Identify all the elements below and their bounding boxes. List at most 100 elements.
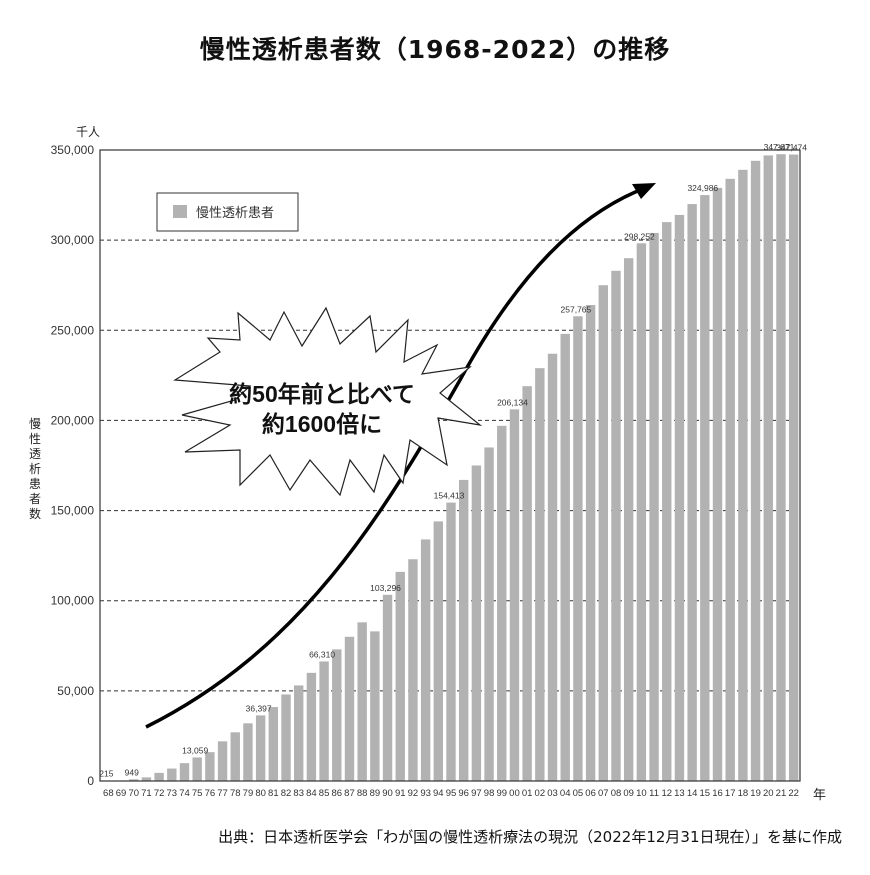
x-tick-label: 02 (535, 788, 546, 799)
bar-20 (763, 155, 773, 781)
bar-93 (420, 539, 431, 781)
x-tick-label: 05 (573, 788, 584, 799)
bar-81 (268, 707, 279, 781)
data-label: 257,765 (561, 304, 592, 314)
source-note: 出典：日本透析医学会「わが国の慢性透析療法の現況（2022年12月31日現在）」… (218, 828, 842, 846)
x-tick-label: 84 (306, 788, 317, 799)
x-tick-label: 73 (167, 788, 178, 799)
x-tick-label: 09 (623, 788, 634, 799)
x-tick-label: 18 (738, 788, 749, 799)
bar-87 (344, 636, 355, 781)
x-tick-label: 78 (230, 788, 241, 799)
bar-98 (484, 447, 494, 781)
y-tick-label: 300,000 (51, 233, 95, 247)
x-tick-label: 89 (370, 788, 381, 799)
x-tick-label: 81 (268, 788, 279, 799)
bar-94 (433, 521, 444, 781)
bar-07 (598, 285, 608, 781)
x-tick-label: 75 (192, 788, 203, 799)
x-tick-label: 90 (382, 788, 393, 799)
bar-96 (458, 479, 469, 781)
bar-06 (585, 305, 596, 781)
bar-02 (535, 368, 545, 781)
data-label: 347,671 (764, 142, 795, 152)
bar-83 (294, 685, 304, 781)
x-tick-label: 80 (255, 788, 266, 799)
bar-73 (167, 768, 177, 781)
x-unit-label: 年 (813, 788, 827, 803)
bar-01 (522, 386, 532, 781)
x-tick-label: 72 (154, 788, 165, 799)
bar-85 (319, 661, 329, 781)
x-tick-label: 85 (319, 788, 330, 799)
x-tick-label: 99 (496, 788, 507, 799)
bar-04 (560, 333, 570, 781)
x-tick-label: 87 (344, 788, 355, 799)
x-tick-label: 98 (484, 788, 495, 799)
x-tick-label: 11 (649, 788, 659, 799)
x-tick-label: 00 (509, 788, 520, 799)
y-axis-label: 慢性透析患者数 (28, 417, 41, 521)
x-axis-ticks: 68 69 70 71 72 73 74 75 76 77 78 79 80 81 82 83 84 85 86 87… (103, 788, 799, 799)
x-tick-label: 01 (522, 788, 533, 799)
bar-21 (776, 154, 786, 781)
bar-88 (357, 622, 367, 781)
y-tick-label: 100,000 (51, 594, 95, 608)
plot-frame (99, 149, 801, 782)
bar-72 (154, 772, 164, 781)
legend-swatch (173, 205, 187, 218)
bar-95 (446, 502, 456, 781)
bar-12 (662, 222, 672, 782)
bar-15 (700, 195, 710, 781)
starburst-callout: 約50年前と比べて 約1600倍に (173, 306, 483, 497)
x-tick-label: 92 (408, 788, 419, 799)
x-tick-label: 20 (763, 788, 774, 799)
data-label: 949 (125, 767, 139, 777)
bar-82 (281, 694, 291, 781)
bar-70 (129, 779, 139, 781)
x-tick-label: 97 (471, 788, 482, 799)
bars (103, 154, 799, 782)
bar-11 (649, 232, 659, 782)
bar-00 (509, 409, 520, 781)
bar-16 (712, 187, 723, 782)
bar-80 (255, 715, 266, 781)
data-label: 13,059 (182, 745, 208, 755)
y-tick-label: 250,000 (51, 323, 95, 337)
x-tick-label: 95 (446, 788, 457, 799)
y-tick-label: 50,000 (57, 684, 94, 698)
y-tick-label: 0 (87, 774, 94, 788)
y-tick-label: 200,000 (51, 413, 95, 427)
x-tick-label: 70 (128, 788, 139, 799)
data-label: 103,296 (370, 583, 401, 593)
data-label: 324,986 (687, 183, 718, 193)
bar-19 (750, 160, 761, 781)
bar-05 (573, 316, 583, 781)
x-tick-label: 86 (331, 788, 342, 799)
x-tick-label: 03 (547, 788, 558, 799)
x-tick-label: 06 (585, 788, 596, 799)
data-labels: 215 949 13,059 36,397 66,310 103,296 154,413 20… (99, 142, 807, 778)
bar-76 (205, 752, 215, 781)
data-label: 206,134 (497, 397, 528, 407)
x-tick-label: 88 (357, 788, 368, 799)
x-tick-label: 79 (243, 788, 254, 799)
x-tick-label: 69 (116, 788, 127, 799)
x-tick-label: 21 (776, 788, 787, 799)
bar-10 (636, 243, 647, 781)
x-tick-label: 22 (788, 788, 799, 799)
y-axis-ticks: 0 50,000 100,000 150,000 200,000 250,000 300,0… (51, 143, 95, 788)
x-tick-label: 94 (433, 788, 444, 799)
x-tick-label: 17 (725, 788, 736, 799)
x-tick-label: 10 (636, 788, 647, 799)
bar-84 (306, 672, 317, 781)
bar-74 (179, 763, 190, 781)
bar-22 (788, 154, 799, 781)
x-tick-label: 12 (661, 788, 672, 799)
bar-75 (192, 757, 202, 781)
bar-86 (332, 649, 342, 781)
bar-90 (382, 594, 393, 781)
bar-91 (395, 571, 405, 781)
x-tick-label: 77 (217, 788, 228, 799)
